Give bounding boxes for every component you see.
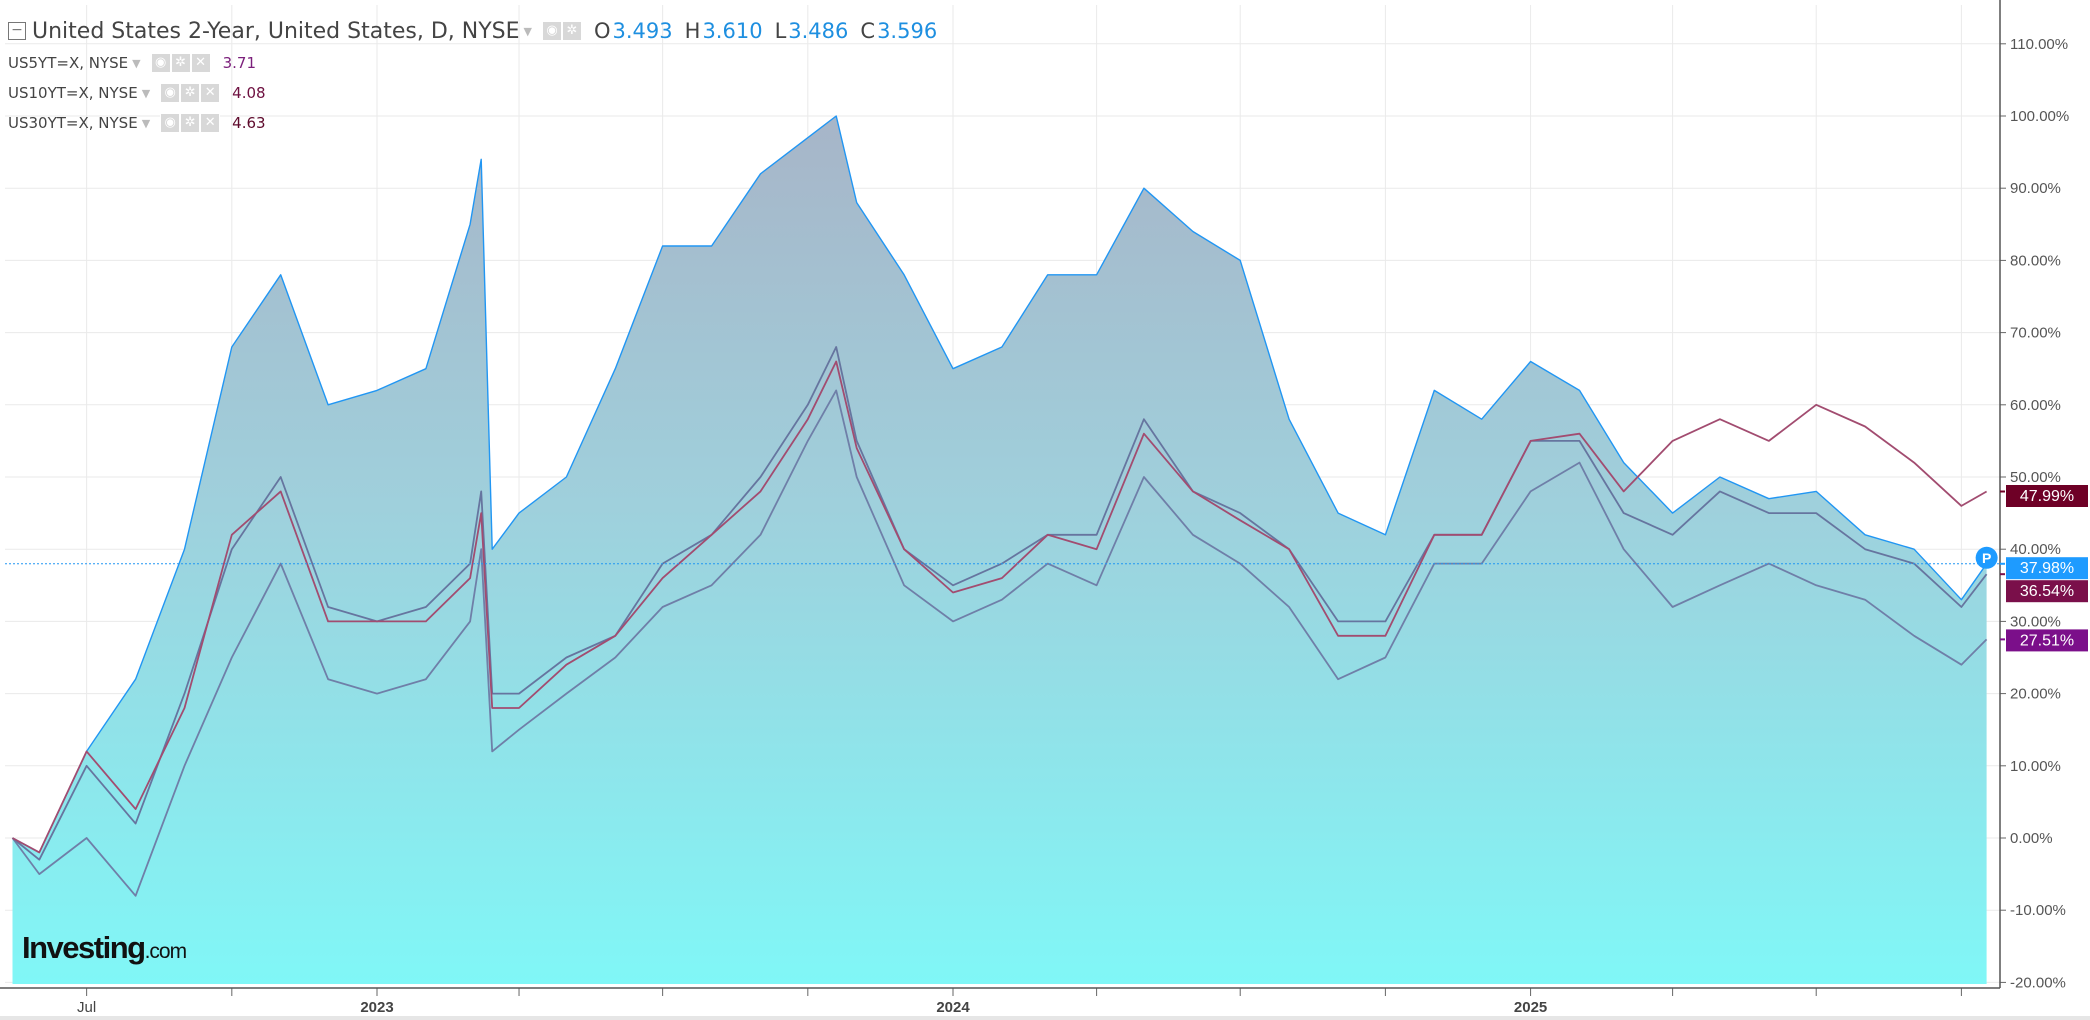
x-tick-label: Jul [77,999,96,1016]
last-value-label: 37.98% [2020,560,2074,577]
y-tick-label: 80.00% [2010,252,2061,269]
overlay-label[interactable]: US30YT=X, NYSE [8,114,138,132]
legend: − United States 2-Year, United States, D… [8,14,937,138]
low-label: L [774,19,787,43]
series-line-united-states-2-year [12,115,1988,854]
series-area-us2y [12,116,1987,984]
last-value-label: 47.99% [2020,488,2074,505]
y-tick-label: 110.00% [2010,36,2068,53]
logo-text: Investing [22,930,146,965]
x-tick-label: 2024 [936,999,970,1016]
last-value-badge [2006,557,2088,580]
y-tick-label: 100.00% [2010,108,2069,125]
close-icon[interactable]: ✕ [190,53,211,73]
investing-logo: Investing.com [22,930,188,966]
price-marker-label: P [1982,550,1991,566]
x-tick-label: 2025 [1514,999,1547,1016]
close-label: C [860,19,876,43]
close-icon[interactable]: ✕ [200,83,221,103]
overlay-label[interactable]: US5YT=X, NYSE [8,54,129,72]
last-value-badge [2006,629,2088,652]
caret-down-icon[interactable]: ▼ [141,116,151,130]
close-icon[interactable]: ✕ [200,113,221,133]
main-series-title[interactable]: United States 2-Year, United States, D, … [32,18,520,44]
high-label: H [684,19,701,43]
open-value: 3.493 [612,19,673,43]
logo-suffix: .com [144,940,188,963]
y-tick-label: 50.00% [2010,469,2061,486]
bottom-border [0,1016,2090,1020]
gear-icon[interactable]: ✲ [180,113,201,133]
overlay-legend-us30yt: US30YT=X, NYSE ▼ ◉ ✲ ✕ 4.63 [8,108,937,138]
series-line-us5yt-x [11,389,1988,897]
y-tick-label: -20.00% [2010,974,2066,991]
y-tick-label: 30.00% [2010,613,2061,630]
gear-icon[interactable]: ✲ [180,83,201,103]
y-tick-label: 20.00% [2010,686,2061,703]
last-value-label: 36.54% [2020,583,2074,600]
overlay-value: 3.71 [222,54,257,72]
close-value: 3.596 [877,19,938,43]
collapse-icon[interactable]: − [8,22,26,40]
last-value-badge [2006,485,2088,507]
caret-down-icon[interactable]: ▼ [132,56,141,70]
overlay-legend-us10yt: US10YT=X, NYSE ▼ ◉ ✲ ✕ 4.08 [8,78,937,108]
caret-down-icon[interactable]: ▼ [523,24,532,38]
overlay-label[interactable]: US10YT=X, NYSE [8,84,138,102]
y-tick-label: 60.00% [2010,397,2061,414]
eye-icon[interactable]: ◉ [150,53,171,73]
y-tick-label: -10.00% [2010,902,2066,919]
eye-icon[interactable]: ◉ [541,21,562,41]
price-marker-circle [1975,546,1998,569]
low-value: 3.486 [788,19,849,43]
y-tick-label: 70.00% [2010,325,2061,342]
eye-icon[interactable]: ◉ [160,83,181,103]
eye-icon[interactable]: ◉ [160,113,181,133]
gear-icon[interactable]: ✲ [561,21,582,41]
y-tick-label: 40.00% [2010,541,2061,558]
high-value: 3.610 [702,19,763,43]
caret-down-icon[interactable]: ▼ [141,86,151,100]
series-line-us30yt-x [12,360,1988,854]
y-tick-label: 0.00% [2010,830,2053,847]
overlay-value: 4.08 [232,84,266,102]
overlay-legend-us5yt: US5YT=X, NYSE ▼ ◉ ✲ ✕ 3.71 [8,48,937,78]
gear-icon[interactable]: ✲ [170,53,191,73]
x-tick-label: 2023 [360,999,393,1016]
series-line-us10yt-x [11,346,1988,861]
last-value-badge [2006,580,2088,603]
y-tick-label: 90.00% [2010,180,2061,197]
y-tick-label: 10.00% [2010,758,2061,775]
open-label: O [593,19,611,43]
main-series-legend: − United States 2-Year, United States, D… [8,14,937,48]
overlay-value: 4.63 [232,114,266,132]
last-value-label: 27.51% [2020,632,2074,649]
